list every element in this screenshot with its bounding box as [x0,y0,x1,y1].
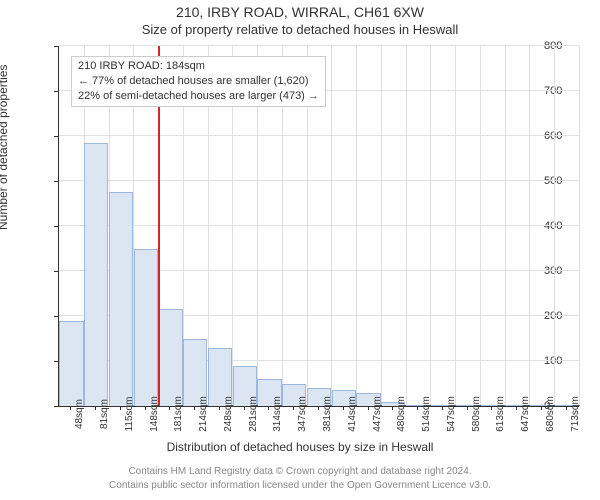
chart-subtitle: Size of property relative to detached ho… [0,22,600,37]
x-tick-mark [268,406,269,410]
grid-line-h [59,45,579,46]
x-tick-mark [120,406,121,410]
x-tick-mark [491,406,492,410]
x-tick-label: 613sqm [495,396,506,432]
annotation-line-1: 210 IRBY ROAD: 184sqm [78,59,319,74]
grid-line-v [430,46,431,406]
x-tick-label: 480sqm [396,396,407,432]
x-tick-mark [318,406,319,410]
x-tick-mark [219,406,220,410]
grid-line-v [356,46,357,406]
x-tick-label: 347sqm [297,396,308,432]
footer-line-1: Contains HM Land Registry data © Crown c… [0,466,600,477]
grid-line-v [480,46,481,406]
x-tick-label: 680sqm [545,396,556,432]
x-tick-mark [566,406,567,410]
x-tick-label: 514sqm [421,396,432,432]
x-tick-mark [343,406,344,410]
grid-line-h [59,225,579,226]
x-tick-label: 713sqm [570,396,581,432]
x-tick-label: 48sqm [74,399,85,429]
x-tick-label: 580sqm [471,396,482,432]
footer-line-2: Contains public sector information licen… [0,480,600,491]
histogram-bar [84,143,108,406]
x-tick-mark [95,406,96,410]
annotation-line-3: 22% of semi-detached houses are larger (… [78,89,319,104]
x-tick-label: 115sqm [124,397,135,432]
x-tick-label: 181sqm [173,396,184,432]
grid-line-v [529,46,530,406]
x-tick-mark [442,406,443,410]
x-tick-mark [392,406,393,410]
grid-line-v [406,46,407,406]
grid-line-h [59,180,579,181]
x-tick-label: 647sqm [520,396,531,432]
grid-line-v [331,46,332,406]
x-tick-label: 314sqm [272,396,283,432]
x-tick-mark [244,406,245,410]
x-tick-mark [541,406,542,410]
x-tick-mark [417,406,418,410]
annotation-box: 210 IRBY ROAD: 184sqm ← 77% of detached … [71,56,326,107]
x-tick-mark [368,406,369,410]
x-tick-label: 547sqm [446,396,457,432]
x-axis-label: Distribution of detached houses by size … [0,440,600,454]
chart-title: 210, IRBY ROAD, WIRRAL, CH61 6XW [0,4,600,20]
x-tick-label: 447sqm [372,396,383,432]
grid-line-v [554,46,555,406]
x-tick-mark [194,406,195,410]
x-tick-label: 381sqm [322,396,333,432]
histogram-bar [134,249,158,407]
x-tick-label: 214sqm [198,396,209,432]
grid-line-h [59,135,579,136]
x-tick-label: 414sqm [347,396,358,432]
grid-line-v [579,46,580,406]
x-tick-mark [467,406,468,410]
y-axis-label: Number of detached properties [0,65,10,230]
x-tick-label: 81sqm [99,399,110,429]
x-tick-mark [516,406,517,410]
x-tick-label: 148sqm [149,396,160,432]
x-tick-mark [169,406,170,410]
chart-container: 210, IRBY ROAD, WIRRAL, CH61 6XW Size of… [0,0,600,500]
x-tick-mark [293,406,294,410]
x-tick-label: 281sqm [248,396,259,432]
x-tick-mark [70,406,71,410]
histogram-bar [158,309,182,406]
histogram-bar [59,321,83,407]
annotation-line-2: ← 77% of detached houses are smaller (1,… [78,74,319,89]
x-tick-label: 248sqm [223,396,234,432]
grid-line-v [381,46,382,406]
plot-area: 210 IRBY ROAD: 184sqm ← 77% of detached … [58,46,579,407]
histogram-bar [109,192,133,406]
x-tick-mark [145,406,146,410]
grid-line-v [455,46,456,406]
grid-line-v [505,46,506,406]
